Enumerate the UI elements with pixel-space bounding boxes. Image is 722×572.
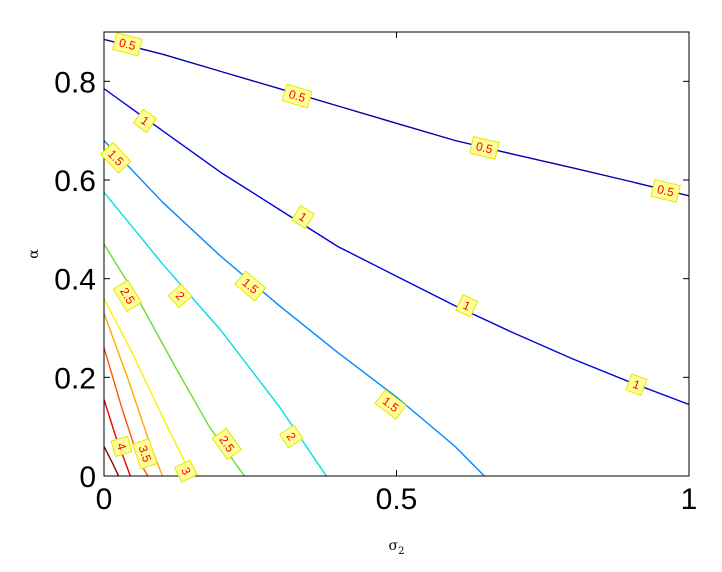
contour-label-box (278, 424, 304, 449)
contour-label: 0.5 (112, 32, 143, 57)
contour-line-5 (104, 446, 120, 476)
x-axis-label-main: σ (389, 538, 399, 554)
y-tick-label: 0.6 (54, 165, 96, 198)
contour-label-text: 3.5 (136, 444, 155, 465)
contour-label-box (234, 270, 267, 302)
contour-label-box (110, 435, 133, 458)
contour-label: 1 (455, 294, 479, 318)
contour-label-box (112, 279, 143, 313)
x-axis-label-subscript: 2 (398, 546, 404, 557)
y-tick-label: 0.4 (54, 264, 96, 297)
y-tick-label: 0.2 (54, 362, 96, 395)
x-tick-label: 0 (96, 483, 113, 516)
contour-label-box (281, 83, 313, 109)
contour-label: 1.5 (234, 270, 267, 302)
contour-label: 1.5 (374, 389, 407, 420)
contour-label: 2.5 (211, 427, 242, 461)
contour-label-text: 1 (631, 377, 643, 393)
contour-label-box (99, 141, 132, 174)
contour-label-box (455, 294, 479, 318)
contour-label-text: 0.5 (287, 87, 307, 105)
contour-label: 0.5 (281, 83, 313, 109)
y-axis-label: α (26, 249, 42, 259)
contour-label: 2 (167, 283, 193, 309)
contour-label: 0.5 (469, 136, 500, 160)
contour-label-text: 0.5 (118, 35, 138, 53)
contour-label-text: 0.5 (475, 139, 495, 157)
contour-label-box (290, 204, 315, 230)
contour-label: 2 (278, 424, 304, 449)
contour-label: 1 (132, 108, 158, 134)
contour-label-text: 4 (114, 441, 129, 452)
contour-label-box (374, 389, 407, 420)
contour-label-text: 0.5 (656, 182, 676, 200)
contour-label: 1.5 (99, 141, 132, 174)
y-tick-label: 0.8 (54, 66, 96, 99)
x-axis-label: σ2 (389, 538, 405, 557)
x-tick-label: 0.5 (376, 483, 418, 516)
contour-line-4 (104, 347, 149, 476)
contour-lines (104, 38, 689, 476)
contour-line-1-5 (104, 140, 485, 476)
x-tick-label: 1 (681, 483, 698, 516)
contour-label: 1 (625, 373, 648, 397)
contour-label: 2.5 (112, 279, 143, 313)
contour-label-box (174, 459, 198, 483)
contour-line-4-5 (104, 399, 131, 476)
contour-label-box (469, 136, 500, 160)
contour-label-box (167, 283, 193, 309)
contour-label: 3.5 (132, 438, 158, 470)
contour-label: 0.5 (650, 178, 681, 203)
contour-label-box (211, 427, 242, 461)
contour-label-box (132, 438, 158, 470)
contour-label-box (650, 178, 681, 203)
contour-label: 1 (290, 204, 315, 230)
contour-line-3 (104, 298, 193, 476)
y-tick-label: 0 (79, 461, 96, 494)
contour-line-1 (104, 88, 689, 406)
contour-line-0-5 (104, 38, 689, 197)
contour-label-box (625, 373, 648, 397)
contour-label: 4 (110, 435, 133, 458)
contour-label-box (112, 32, 143, 57)
contour-label: 3 (174, 459, 198, 483)
contour-label-box (132, 108, 158, 134)
axis-ticks: 0 0.5 1 0 0.2 0.4 0.6 0.8 (54, 32, 697, 516)
